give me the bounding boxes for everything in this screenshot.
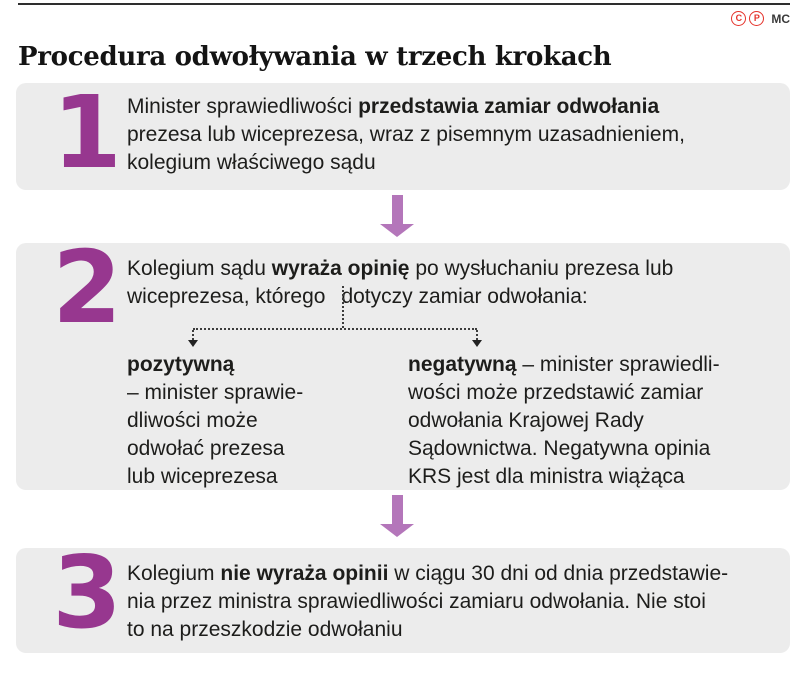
step-2-text: Kolegium sądu wyraża opinię po wysłuchan… [127,255,673,311]
down-arrow-icon [380,195,414,237]
branch-connector-crossbar [193,328,477,330]
negative-line-3: odwołania Krajowej Rady [408,409,644,432]
branch-connector-right-drop [476,330,478,340]
positive-line-2: dliwości może [127,409,258,432]
copyright-row: C P MC [731,11,790,26]
branch-connector-stem [342,286,344,328]
negative-line-5: KRS jest dla ministra wiążąca [408,465,685,488]
step-1-number: 1 [52,74,122,191]
negative-line-4: Sądownictwa. Negatywna opinia [408,437,711,460]
step-2-line-2: wiceprezesa, którego dotyczy zamiar odwoł… [127,285,588,308]
positive-opinion-column: pozytywną – minister sprawie- dliwości m… [127,351,303,491]
positive-head: pozytywną [127,353,235,376]
step-3-text: Kolegium nie wyraża opinii w ciągu 30 dn… [127,560,728,644]
step-1-line-3: kolegium właściwego sądu [127,151,376,174]
step-1-line-2: prezesa lub wiceprezesa, wraz z pisemnym… [127,123,685,146]
small-down-arrow-icon-left [188,340,198,347]
down-arrow-head [380,224,414,237]
step-3-line-3: to na przeszkodzie odwołaniu [127,618,403,641]
page-title: Procedura odwoływania w trzech krokach [18,42,612,73]
positive-line-1: – minister sprawie- [127,381,304,404]
step-3-card: 3 Kolegium nie wyraża opinii w ciągu 30 … [16,543,790,653]
small-down-arrow-icon-right [472,340,482,347]
step-2-number: 2 [52,229,122,346]
step-1-card: 1 Minister sprawiedliwości przedstawia z… [16,83,790,190]
phonogram-copyright-icon: P [749,11,765,26]
branch-connector-left-drop [192,330,194,340]
step-1-text: Minister sprawiedliwości przedstawia zam… [127,93,685,177]
down-arrow-head [380,524,414,537]
down-arrow-shaft [391,495,403,524]
step-2-line-1: Kolegium sądu wyraża opinię po wysłuchan… [127,257,674,280]
step-1-line-1: Minister sprawiedliwości przedstawia zam… [127,95,660,118]
negative-line-1: negatywną – minister sprawiedli- [408,353,720,376]
negative-line-2: wości może przedstawić zamiar [408,381,704,404]
step-3-number: 3 [52,534,122,651]
positive-line-3: odwołać prezesa [127,437,285,460]
negative-opinion-column: negatywną – minister sprawiedli- wości m… [408,351,720,491]
step-3-line-1: Kolegium nie wyraża opinii w ciągu 30 dn… [127,562,729,585]
positive-line-4: lub wiceprezesa [127,465,278,488]
down-arrow-icon [380,495,414,537]
top-rule-divider [18,3,790,5]
step-3-line-2: nia przez ministra sprawiedliwości zamia… [127,590,706,613]
down-arrow-shaft [391,195,403,224]
copyright-icon: C [731,11,747,26]
author-credit: MC [771,11,790,26]
step-2-card: 2 Kolegium sądu wyraża opinię po wysłuch… [16,238,790,491]
